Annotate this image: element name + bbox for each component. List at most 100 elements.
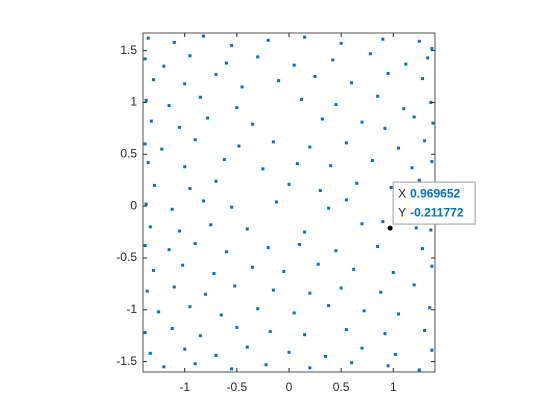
x-tick-label: -0.5 (227, 380, 248, 394)
point (303, 230, 307, 234)
point (193, 241, 197, 245)
point (423, 139, 427, 143)
point (376, 94, 380, 98)
point (151, 268, 155, 272)
point (224, 250, 228, 254)
point (417, 178, 421, 182)
datatip-y-label: Y (398, 205, 406, 219)
point (344, 141, 348, 145)
point (256, 307, 260, 311)
point (157, 310, 161, 314)
point (383, 126, 387, 130)
point (308, 366, 312, 370)
point (428, 306, 432, 310)
point (162, 365, 166, 369)
point (410, 166, 414, 170)
point (167, 104, 171, 108)
point (214, 353, 218, 357)
y-tick-label: 0.5 (120, 146, 137, 160)
point (386, 364, 390, 368)
datatip-box (392, 181, 476, 225)
point (355, 181, 359, 185)
y-tick-label: -1.5 (116, 354, 137, 368)
point (414, 226, 418, 230)
point (160, 147, 164, 151)
point (362, 309, 366, 313)
point (370, 159, 374, 163)
datatip-x-value: 0.969652 (410, 186, 460, 200)
y-tick-label: 1 (130, 95, 137, 109)
point (417, 368, 421, 372)
point (381, 220, 385, 224)
point (360, 346, 364, 350)
point (287, 350, 291, 354)
point (198, 334, 202, 338)
point (183, 165, 187, 169)
point (320, 117, 324, 121)
point (245, 227, 249, 231)
point (198, 95, 202, 99)
point (230, 43, 234, 47)
point (144, 98, 148, 102)
point (303, 333, 307, 337)
point (151, 78, 155, 82)
point (181, 263, 185, 267)
point (149, 119, 153, 123)
y-tick-label: -0.5 (116, 250, 137, 264)
point (412, 283, 416, 287)
point (313, 75, 317, 79)
point (282, 269, 286, 273)
point (224, 61, 228, 65)
point (300, 97, 304, 101)
datatip-x-label: X (398, 186, 406, 200)
point (188, 187, 192, 191)
point (240, 85, 244, 89)
point (383, 332, 387, 336)
point (287, 182, 291, 186)
point (172, 40, 176, 44)
point (183, 347, 187, 351)
point (188, 54, 192, 58)
x-tick-label: -1 (179, 380, 190, 394)
point (212, 272, 216, 276)
point (350, 361, 354, 365)
point (144, 202, 148, 206)
point (316, 262, 320, 266)
point (360, 222, 364, 226)
point (430, 47, 434, 51)
point (327, 206, 331, 210)
datatip-point (387, 225, 393, 231)
point (350, 81, 354, 85)
point (329, 164, 333, 168)
point (430, 348, 434, 352)
point (172, 285, 176, 289)
point (235, 325, 239, 329)
point (209, 223, 213, 227)
point (214, 179, 218, 183)
point (292, 63, 296, 67)
point (188, 305, 192, 309)
x-tick-label: 1 (390, 380, 397, 394)
point (431, 121, 435, 125)
point (170, 326, 174, 330)
point (178, 125, 181, 129)
point (331, 58, 335, 62)
point (143, 331, 147, 335)
point (429, 100, 433, 104)
point (360, 120, 364, 124)
point (344, 327, 348, 331)
point (251, 265, 254, 269)
point (183, 82, 187, 86)
point (237, 144, 241, 148)
point (339, 286, 343, 290)
point (376, 245, 380, 249)
point (178, 229, 181, 233)
point (397, 312, 400, 316)
point (148, 351, 152, 355)
point (397, 146, 400, 150)
point (214, 72, 218, 76)
point (308, 145, 312, 149)
point (339, 41, 343, 45)
